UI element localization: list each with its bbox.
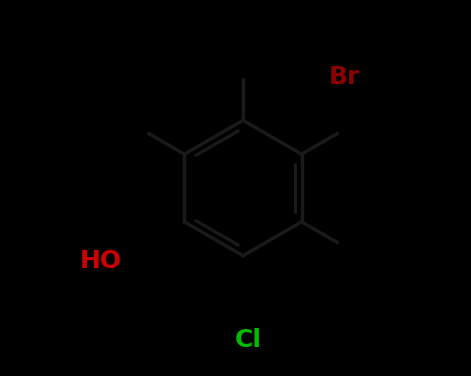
Text: Cl: Cl <box>235 328 261 352</box>
Text: HO: HO <box>80 249 122 273</box>
Text: Br: Br <box>329 65 360 89</box>
